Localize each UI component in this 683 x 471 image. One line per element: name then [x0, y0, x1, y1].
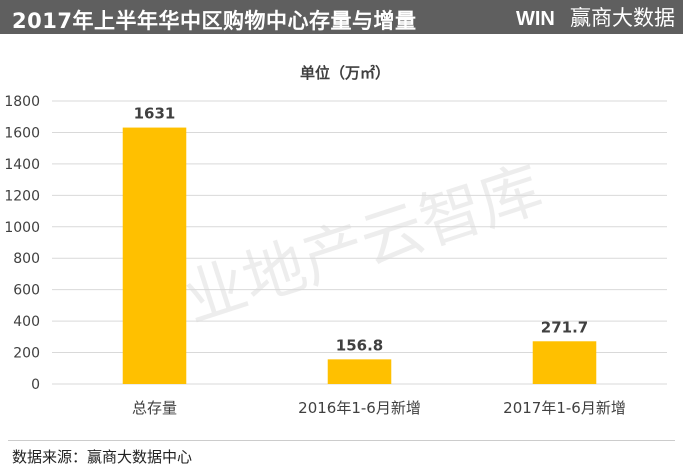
bar [532, 341, 597, 384]
source-note: 数据来源：赢商大数据中心 [12, 448, 193, 466]
page-title: 2017年上半年华中区购物中心存量与增量 [12, 9, 417, 33]
header-bar: 2017年上半年华中区购物中心存量与增量 WIN 赢商大数据 [0, 0, 683, 34]
brand-logo: WIN 赢商大数据 [516, 2, 675, 32]
y-tick-label: 600 [13, 283, 40, 299]
y-tick-label: 200 [13, 346, 40, 362]
logo-text: 赢商大数据 [570, 6, 675, 30]
y-tick-label: 0 [31, 377, 40, 393]
chart-title: 单位（万㎡） [300, 64, 390, 82]
bar [327, 359, 392, 384]
y-tick-label: 1000 [4, 220, 40, 236]
data-label: 271.7 [541, 318, 588, 336]
data-label: 1631 [134, 105, 176, 123]
bar-chart: 商业地产云智库 单位（万㎡） 0200400600800100012001400… [4, 64, 667, 417]
x-category-label: 总存量 [132, 399, 177, 417]
bar [122, 127, 187, 384]
svg-text:WIN: WIN [516, 8, 555, 29]
y-tick-label: 1200 [4, 188, 40, 204]
win-logo-icon: WIN [516, 8, 555, 29]
footer-divider [8, 440, 675, 441]
y-tick-label: 1400 [4, 157, 40, 173]
y-tick-label: 400 [13, 314, 40, 330]
data-label: 156.8 [336, 336, 383, 354]
x-category-label: 2016年1-6月新增 [298, 399, 421, 417]
y-tick-label: 800 [13, 251, 40, 267]
y-tick-label: 1600 [4, 125, 40, 141]
y-tick-label: 1800 [4, 94, 40, 110]
x-category-label: 2017年1-6月新增 [503, 399, 626, 417]
